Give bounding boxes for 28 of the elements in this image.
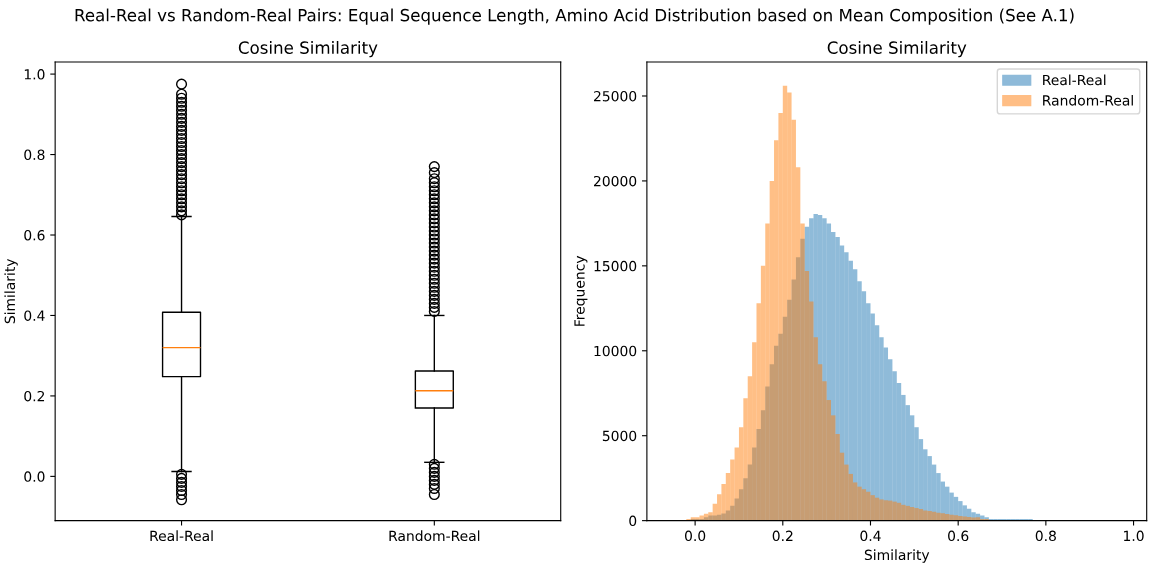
legend-label: Real-Real [1043,74,1106,86]
x-tick-label: Random-Real [389,530,480,542]
y-tick-label: 20000 [594,175,637,187]
y-tick-label: 0.8 [24,149,45,161]
legend-label: Random-Real [1043,94,1133,106]
x-tick-label: 1.0 [1124,530,1144,542]
x-tick-label: 0.8 [1035,530,1056,542]
x-tick-label: 0.2 [772,530,793,542]
x-tick-label: 0.4 [860,530,881,542]
y-tick-label: 15000 [594,260,637,272]
chart-title: Cosine Similarity [238,41,378,58]
y-tick-label: 0.0 [24,471,45,482]
y-axis-title: Frequency [574,255,588,326]
y-tick-label: 1.0 [24,69,45,80]
x-tick-label: 0.0 [684,530,706,542]
y-tick-label: 0.2 [24,390,45,402]
x-tick-label: Real-Real [150,530,213,542]
y-tick-label: 10000 [594,345,637,357]
x-axis-title: Similarity [864,549,930,563]
y-tick-label: 25000 [594,90,637,102]
y-axis-title: Similarity [4,258,18,324]
y-tick-label: 0 [629,515,637,527]
x-tick-label: 0.6 [948,530,969,542]
y-tick-label: 5000 [602,430,637,442]
y-tick-label: 0.6 [24,229,45,241]
y-tick-label: 0.4 [24,310,45,321]
chart-title: Cosine Similarity [827,41,967,58]
text: Real-Real vs Random-Real Pairs: Equal Sequence Length, Amino Acid Distribution based on Mean Composition (See A.1) [75,8,1074,25]
